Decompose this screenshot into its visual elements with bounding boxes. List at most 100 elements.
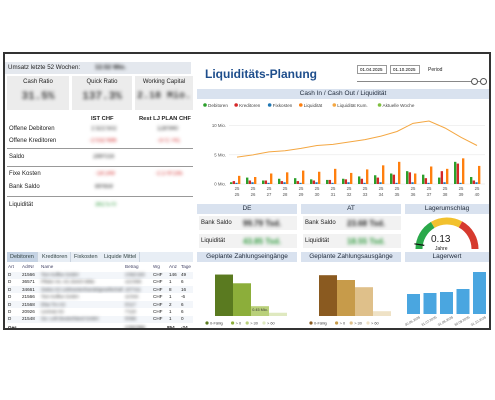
- table-row[interactable]: [7, 308, 193, 316]
- lagerwert-chart: 30.06.2025 31.07.2025 31.08.2025 30.09.2025…: [405, 272, 487, 327]
- legend-marker: [267, 103, 272, 107]
- tab-bar: Debitoren Kreditoren Fixkosten Liquide M…: [7, 252, 193, 262]
- date-to-input[interactable]: [390, 65, 420, 74]
- at-bank-label: Bank Saldo: [305, 220, 336, 226]
- bar: [233, 283, 251, 316]
- x-tick-label: 30.09.2025: [454, 315, 471, 327]
- bar: [319, 275, 337, 316]
- at-bank-box: Bank Saldo 23.68 Tsd.: [303, 216, 401, 230]
- x-tick-week: 29: [299, 192, 304, 197]
- legend-marker: [203, 103, 207, 107]
- table-row[interactable]: [7, 315, 193, 323]
- legend-marker: [366, 321, 370, 325]
- table-cell: 21568: [22, 301, 35, 307]
- table-cell: 146: [169, 272, 177, 277]
- gauge-segment-red: [458, 221, 479, 250]
- bar-fixkosten: [299, 182, 302, 184]
- table-row[interactable]: [7, 286, 193, 294]
- tab-liquide-mittel[interactable]: Liquide Mittel: [101, 252, 141, 262]
- table-cell: -6: [181, 294, 186, 300]
- de-bank-label: Bank Saldo: [201, 220, 232, 226]
- x-tick-year: 25: [331, 186, 336, 191]
- bar-fixkosten: [443, 182, 446, 184]
- table-header-cell[interactable]: Betrag: [125, 264, 139, 269]
- bar-debitoren: [422, 174, 425, 184]
- x-tick-week: 26: [251, 192, 256, 197]
- table-row[interactable]: [7, 278, 193, 286]
- date-from-input[interactable]: [357, 65, 387, 74]
- kpi-working-capital: Working Capital 2.18 Mio.: [135, 76, 193, 110]
- table-cell: 2: [169, 301, 172, 307]
- balance-row-ist: 1'321'502: [91, 126, 117, 132]
- table-cell: CHF: [153, 294, 163, 300]
- tab-debitoren[interactable]: Debitoren: [7, 252, 38, 262]
- period-slider-handle-end[interactable]: [480, 78, 487, 85]
- table-header-cell[interactable]: Art: [8, 264, 14, 269]
- tab-fixkosten[interactable]: Fixkosten: [71, 252, 102, 262]
- de-liq-box: Liquidität 43.85 Tsd.: [199, 234, 297, 248]
- balance-divider: [7, 148, 193, 149]
- de-bank-box: Bank Saldo 99.79 Tsd.: [199, 216, 297, 230]
- table-cell: 8: [169, 286, 172, 292]
- bar-fixkosten: [363, 182, 366, 184]
- table-cell: 16: [181, 286, 187, 292]
- table-row[interactable]: [7, 293, 193, 301]
- balance-row-plan: 128'940: [157, 126, 179, 132]
- table-cell: 1: [169, 279, 172, 285]
- legend-label: > 0: [340, 321, 346, 326]
- table-header-cell[interactable]: Anz: [169, 264, 177, 269]
- kpi-cash-ratio: Cash Ratio 31.5%: [7, 76, 69, 110]
- legend-label: Liquidität: [304, 103, 323, 108]
- table-header-cell[interactable]: Name: [41, 264, 54, 269]
- kpi-quick-ratio-label: Quick Ratio: [86, 79, 118, 85]
- bar-liquidit-t: [350, 172, 353, 184]
- bar-debitoren: [310, 179, 313, 184]
- legend-marker: [309, 321, 313, 325]
- table-row[interactable]: [7, 271, 193, 279]
- x-tick-year: 25: [459, 186, 464, 191]
- bar: [440, 292, 453, 314]
- planned-out-chart: 0-Fällig > 0 > 30 > 60: [309, 275, 391, 326]
- legend-marker: [245, 321, 249, 325]
- bar-debitoren: [246, 177, 249, 184]
- bar: [355, 287, 373, 316]
- table-total-cell: Ges: [8, 324, 17, 330]
- table-cell: 9'117: [125, 301, 136, 307]
- table-header-cell[interactable]: Wg: [153, 264, 160, 269]
- legend-marker: [205, 321, 209, 325]
- legend-marker: [377, 103, 382, 107]
- bar: [407, 294, 420, 314]
- period-slider-handle-start[interactable]: [471, 78, 478, 85]
- bar-fixkosten: [331, 182, 334, 184]
- table-cell: CHF: [153, 316, 163, 322]
- period-slider-track[interactable]: [357, 81, 487, 82]
- table-cell: 11'044: [125, 294, 139, 300]
- bar-liquidit-t: [478, 165, 481, 184]
- de-liq-label: Liquidität: [201, 238, 226, 244]
- table-cell: 6: [181, 301, 184, 307]
- bar-debitoren: [438, 177, 441, 184]
- x-tick-year: 25: [411, 186, 416, 191]
- legend-label: Aktuelle Woche: [383, 103, 415, 108]
- table-cell: Tom Koffee GmbH: [41, 294, 79, 300]
- bar-kreditoren: [312, 180, 316, 184]
- table-header-cell[interactable]: AdrNr: [22, 264, 34, 269]
- x-tick-week: 37: [427, 192, 432, 197]
- balance-col2-header: Rest LJ PLAN CHF: [139, 116, 191, 122]
- bar-label: 0.45 Mio.: [252, 308, 268, 312]
- balance-row-label: Offene Kreditoren: [9, 138, 57, 144]
- tab-kreditoren[interactable]: Kreditoren: [39, 252, 72, 262]
- table-header-cell[interactable]: Tage: [181, 264, 191, 269]
- at-liq-box: Liquidität 18.55 Tsd.: [303, 234, 401, 248]
- bar-fixkosten: [475, 182, 478, 184]
- y-tick-label: 0 Mio.: [214, 182, 226, 187]
- bar-debitoren: [262, 180, 265, 184]
- bar-kreditoren: [472, 180, 476, 184]
- table-row[interactable]: [7, 301, 193, 309]
- x-tick-year: 25: [251, 186, 256, 191]
- x-tick-year: 25: [283, 186, 288, 191]
- dashboard-frame: Umsatz letzte 52 Wochen: 12.52 Mio. Liqu…: [3, 52, 491, 330]
- bar-fixkosten: [347, 182, 350, 184]
- bar-kreditoren: [248, 180, 252, 184]
- bar-liquidit-t: [238, 175, 241, 184]
